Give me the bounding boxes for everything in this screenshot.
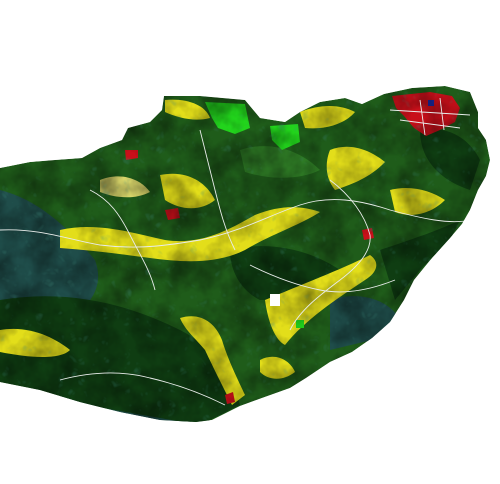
road-north-south [89,189,156,291]
road-central [249,264,396,293]
road-urban-grid [389,97,471,136]
road-south [59,372,226,406]
nodata-hole [270,294,280,306]
road-network [0,97,471,406]
road-main [0,199,471,248]
road-valley [199,129,236,251]
road-east [289,179,371,331]
